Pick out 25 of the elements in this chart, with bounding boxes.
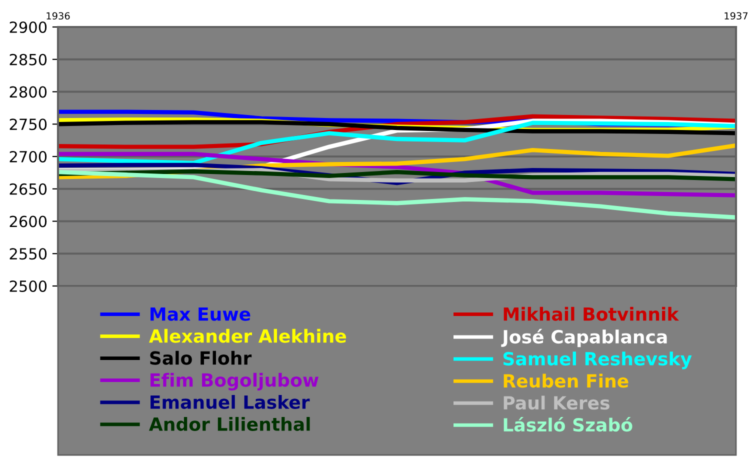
legend-label: László Szabó <box>504 416 632 432</box>
y-tick-label: 2750 <box>10 118 47 130</box>
legend-label: Andor Lilienthal <box>148 416 310 431</box>
y-tick-label: 2650 <box>10 183 47 195</box>
y-tick-label: 2700 <box>10 150 47 163</box>
x-tick-label: 1936 <box>46 12 70 20</box>
x-tick-label: 1937 <box>724 12 748 20</box>
y-tick-label: 2800 <box>10 86 47 98</box>
legend-label: Efim Bogoljubow <box>150 372 318 390</box>
y-tick-label: 2600 <box>10 216 47 228</box>
y-tick-label: 2850 <box>10 54 47 66</box>
legend-label: Emanuel Lasker <box>150 394 310 409</box>
y-tick-label: 2550 <box>10 248 47 260</box>
y-tick-label: 2500 <box>10 280 47 292</box>
legend-label: Reuben Fine <box>504 374 628 388</box>
legend-label: José Capablanca <box>501 328 667 348</box>
legend-label: Max Euwe <box>150 307 250 321</box>
line-series <box>58 170 736 220</box>
legend-label: Alexander Alekhine <box>148 328 346 343</box>
y-tick-label: 2900 <box>10 21 47 34</box>
legend-label: Mikhail Botvinnik <box>504 306 680 321</box>
legend-label: Paul Keres <box>504 396 610 410</box>
legend-label: Salo Flohr <box>150 350 252 365</box>
line-series <box>58 120 736 166</box>
legend-label: Samuel Reshevsky <box>503 352 692 370</box>
